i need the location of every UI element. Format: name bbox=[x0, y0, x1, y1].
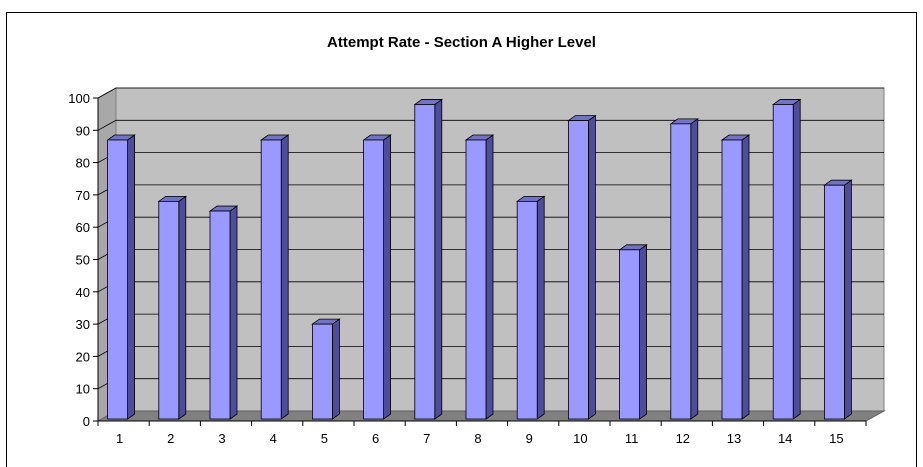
bar-side bbox=[485, 134, 494, 420]
x-tick-label: 8 bbox=[474, 431, 481, 446]
y-tick-label: 30 bbox=[76, 317, 90, 332]
x-tick-label: 5 bbox=[321, 431, 328, 446]
x-tick-label: 6 bbox=[372, 431, 379, 446]
x-tick-label: 14 bbox=[778, 431, 792, 446]
bar-side bbox=[536, 195, 545, 420]
bar bbox=[772, 104, 794, 420]
x-tick-label: 15 bbox=[829, 431, 843, 446]
bar bbox=[516, 200, 538, 420]
bar bbox=[824, 184, 845, 420]
bar-side bbox=[690, 118, 699, 420]
y-tick-label: 50 bbox=[76, 253, 90, 268]
x-tick-label: 2 bbox=[167, 431, 174, 446]
bar bbox=[619, 249, 640, 420]
x-tick-label: 11 bbox=[625, 431, 639, 446]
bar bbox=[414, 104, 436, 420]
bar bbox=[209, 210, 231, 420]
gridline bbox=[97, 87, 884, 99]
x-tick-label: 12 bbox=[676, 431, 690, 446]
x-tick-label: 4 bbox=[270, 431, 277, 446]
bar-side bbox=[331, 318, 340, 420]
x-tick-label: 9 bbox=[526, 431, 533, 446]
bar bbox=[311, 323, 333, 420]
chart-title: Attempt Rate - Section A Higher Level bbox=[327, 34, 596, 51]
y-tick-label: 70 bbox=[76, 188, 90, 203]
y-tick-label: 90 bbox=[76, 123, 90, 138]
y-tick-label: 0 bbox=[83, 414, 90, 429]
bar-side bbox=[229, 205, 238, 420]
x-tick-label: 13 bbox=[727, 431, 741, 446]
bar bbox=[107, 139, 128, 420]
bar-side bbox=[844, 179, 852, 420]
bar-side bbox=[280, 134, 289, 420]
bar-side bbox=[127, 134, 136, 420]
x-tick-label: 1 bbox=[116, 431, 123, 446]
bar bbox=[721, 139, 743, 420]
x-tick-label: 3 bbox=[218, 431, 225, 446]
bar bbox=[260, 139, 282, 420]
x-tick-label: 7 bbox=[423, 431, 430, 446]
gridline bbox=[97, 119, 884, 131]
bar-side bbox=[741, 134, 750, 420]
y-tick-label: 60 bbox=[76, 220, 90, 235]
bar-side bbox=[178, 195, 187, 420]
bar bbox=[465, 139, 487, 420]
y-tick-label: 40 bbox=[76, 285, 90, 300]
bar-side bbox=[383, 134, 392, 420]
y-tick-label: 100 bbox=[68, 91, 90, 106]
bar-side bbox=[434, 98, 443, 420]
bar bbox=[363, 139, 385, 420]
y-tick-label: 80 bbox=[76, 156, 90, 171]
bar-side bbox=[639, 244, 647, 420]
bar-side bbox=[588, 114, 596, 420]
y-tick-label: 20 bbox=[76, 349, 90, 364]
bar-side bbox=[792, 98, 801, 420]
y-tick-label: 10 bbox=[76, 382, 90, 397]
bar bbox=[670, 123, 692, 420]
bar bbox=[158, 200, 180, 420]
x-tick-label: 10 bbox=[573, 431, 587, 446]
bar bbox=[568, 120, 589, 420]
